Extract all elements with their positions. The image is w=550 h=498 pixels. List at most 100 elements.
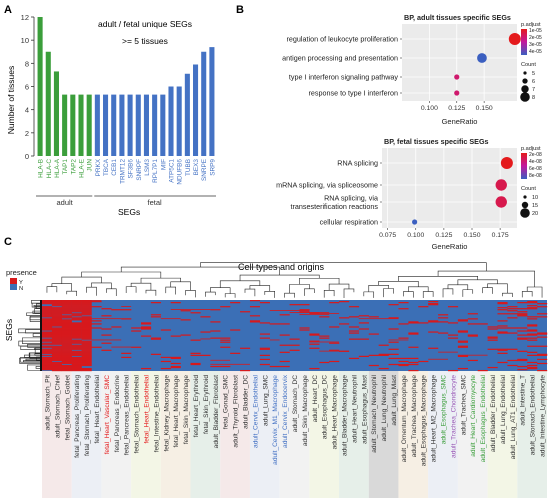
dendrogram-branch [363, 291, 375, 298]
heatmap-cell-present [121, 318, 132, 320]
heatmap-cell-present [408, 363, 419, 366]
heatmap-cell-present [71, 362, 82, 365]
heatmap-cell-present [378, 344, 389, 346]
heatmap-cell-present [61, 331, 72, 333]
plot-background [402, 24, 517, 101]
heatmap-streak [111, 346, 132, 348]
heatmap-cell-present [527, 318, 538, 320]
dendrogram-branch [61, 276, 102, 284]
heatmap-cell-present [507, 317, 518, 319]
heatmap-cell-present [150, 337, 162, 339]
heatmap-cell-present [61, 366, 72, 369]
heatmap-cell-present [487, 337, 498, 339]
heatmap-cell-present [378, 354, 389, 356]
heatmap-cell-present [42, 342, 53, 344]
bar-prkx [94, 94, 100, 156]
term-label: RNA splicing, via [324, 193, 378, 202]
heatmap-cell-present [269, 365, 280, 368]
bar-tubb [184, 73, 190, 156]
dendrogram-branch [383, 288, 394, 298]
heatmap-cell-present [81, 324, 92, 326]
heatmap-cell-present [71, 364, 82, 367]
label-band [190, 371, 221, 498]
heatmap-cell-present [71, 329, 82, 331]
heatmap-cell-present [71, 348, 82, 350]
heatmap-cell-present [170, 362, 181, 365]
heatmap-cell-present [71, 363, 82, 366]
plot-background [382, 148, 517, 228]
heatmap-cell-present [309, 333, 320, 335]
column-label: fetal_Kidney_Macrophage [163, 375, 170, 452]
column-label: adult_Thyroid_Fibroblast [233, 375, 240, 448]
heatmap-cell-present [51, 367, 63, 370]
heatmap-cell-present [408, 322, 419, 324]
dot-2 [454, 74, 460, 80]
dot-0 [500, 157, 513, 169]
heatmap-cell-present [81, 350, 92, 352]
heatmap-cell-present [42, 366, 53, 369]
heatmap-cell-present [279, 334, 290, 336]
x-tick-label: TBCA [103, 158, 110, 176]
y-tick-label: 10 [21, 36, 29, 45]
heatmap-cell-present [150, 302, 162, 304]
chart-subtitle: >= 5 tissues [122, 36, 168, 46]
size-legend-dot [520, 208, 530, 218]
heatmap-cell-present [517, 337, 528, 339]
dendrogram-branch [408, 286, 429, 292]
heatmap-cell-present [507, 364, 518, 367]
heatmap-cell-present [408, 346, 419, 348]
column-label: adult_Omentum_Macrophage [401, 375, 408, 463]
heatmap-cell-present [279, 351, 290, 353]
dot-1 [477, 53, 487, 63]
heatmap-cell-present [111, 326, 122, 328]
dendrogram-branch [86, 286, 97, 296]
heatmap-cell-present [537, 345, 548, 347]
heatmap-cell-present [42, 303, 53, 305]
heatmap-cell-present [71, 317, 82, 319]
dotplot-adult: BP, adult tissues specific SEGs 0.100 0.12… [282, 13, 542, 126]
dendrogram-branch [66, 290, 77, 297]
size-legend-tick: 20 [532, 211, 538, 217]
heatmap-cell-present [487, 366, 498, 369]
heatmap-cell-present [428, 320, 439, 322]
heatmap-cell-present [348, 316, 360, 318]
heatmap-cell-present [81, 348, 92, 350]
dendrogram-branch [219, 280, 261, 288]
column-label: adult_Esophagus_SMC [441, 375, 448, 445]
heatmap-cell-present [51, 300, 63, 302]
dendrogram-branch [462, 289, 474, 297]
dendrogram-branch [165, 286, 176, 295]
heatmap-cells [42, 300, 548, 372]
heatmap-cell-present [81, 359, 92, 362]
dendrogram-branch [323, 289, 335, 298]
heatmap-cell-present [81, 321, 92, 323]
heatmap-cell-present [329, 360, 340, 363]
column-label: fetal_Gonad_SMC [223, 375, 230, 429]
heatmap-cell-present [289, 349, 300, 351]
x-axis-label: GeneRatio [432, 242, 468, 251]
heatmap-cell-present [537, 358, 548, 361]
column-label: adult_Lung_SMC [262, 375, 269, 426]
heatmap-cell-present [131, 330, 142, 332]
heatmap-cell-present [71, 302, 82, 304]
heatmap-cell-present [507, 308, 518, 310]
x-tick-label: MIF [160, 159, 167, 170]
heatmap-cell-present [51, 358, 63, 361]
heatmap-cell-present [348, 357, 360, 360]
x-tick-label: HLA-E [79, 159, 86, 178]
heatmap-cell-present [348, 330, 360, 332]
heatmap-cell-present [517, 314, 528, 316]
size-legend-dot [521, 201, 529, 209]
heatmap-cell-present [51, 311, 63, 313]
dendrogram-branch [447, 284, 469, 290]
heatmap-cell-present [51, 350, 63, 352]
heatmap-cell-present [497, 320, 508, 322]
heatmap-cell-present [61, 359, 72, 362]
heatmap-cell-present [42, 321, 53, 323]
heatmap-cell-present [259, 337, 270, 339]
heatmap-cell-present [61, 327, 72, 329]
heatmap-cell-present [398, 308, 409, 310]
heatmap-cell-present [378, 353, 389, 355]
column-label: adult_Heart_Macrophage [332, 375, 339, 450]
heatmap-cell-present [101, 328, 112, 330]
